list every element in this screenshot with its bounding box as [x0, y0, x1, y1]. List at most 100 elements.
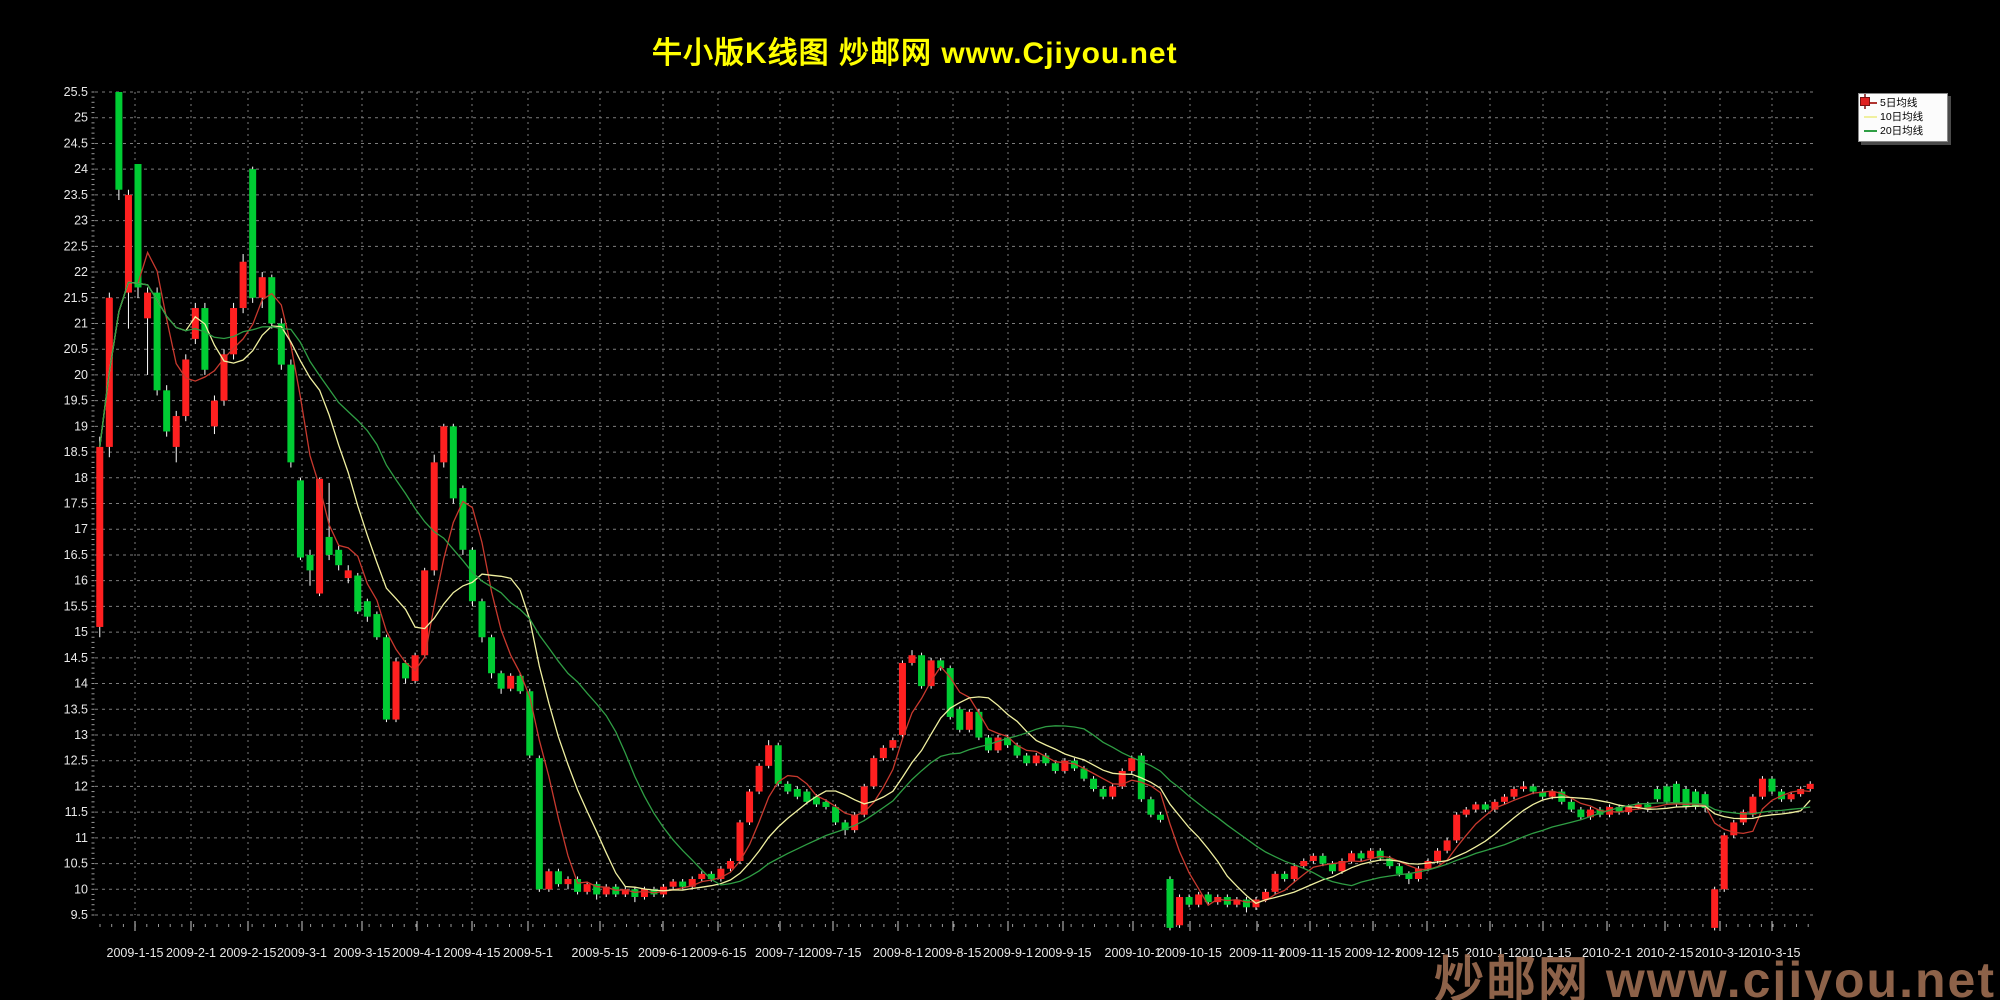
- candle-down: [163, 390, 171, 432]
- candle-down: [1156, 814, 1164, 820]
- candle-up: [1176, 896, 1184, 926]
- candle-down: [1768, 778, 1776, 792]
- candle-down: [1395, 866, 1403, 874]
- candle-down: [707, 873, 715, 879]
- candle-down: [277, 323, 285, 365]
- candle-down: [1405, 873, 1413, 879]
- candle-up: [1520, 786, 1528, 789]
- candle-up: [1787, 794, 1795, 800]
- candle-down: [650, 889, 658, 895]
- candle-up: [669, 881, 677, 887]
- candle-down: [459, 488, 467, 550]
- x-axis-label: 2009-1-15: [107, 946, 164, 960]
- candle-up: [1758, 778, 1766, 797]
- candle-up: [1434, 850, 1442, 861]
- candle-down: [1242, 899, 1250, 908]
- candle-up: [726, 860, 734, 869]
- candle-down: [478, 601, 486, 638]
- candle-down: [1147, 799, 1155, 815]
- candle-up: [564, 878, 572, 885]
- candle-down: [1644, 804, 1652, 810]
- candle-up: [191, 308, 199, 339]
- candle-up: [210, 400, 218, 427]
- candle-down: [468, 549, 476, 602]
- x-axis-label: 2009-7-15: [805, 946, 862, 960]
- legend-item-ma20: 20日均线: [1864, 124, 1944, 138]
- candle-down: [115, 92, 123, 190]
- candle-up: [1711, 889, 1719, 928]
- page-title: 牛小版K线图 炒邮网 www.Cjiyou.net: [652, 37, 1178, 70]
- candle-up: [1118, 770, 1126, 787]
- candle-up: [1109, 786, 1117, 797]
- candle-up: [316, 478, 324, 594]
- candle-up: [1271, 873, 1279, 892]
- candle-down: [1539, 791, 1547, 797]
- candle-up: [1290, 866, 1298, 879]
- ma20-line: [99, 281, 1811, 887]
- candle-up: [1491, 801, 1499, 810]
- candle-down: [631, 889, 639, 897]
- y-axis-label: 15.5: [64, 599, 88, 613]
- candle-down: [822, 801, 830, 807]
- x-axis-label: 2009-9-1: [983, 946, 1033, 960]
- candle-up: [851, 814, 859, 831]
- y-axis-label: 13.5: [64, 702, 88, 716]
- candle-up: [908, 655, 916, 663]
- candle-down: [1529, 786, 1537, 792]
- x-axis-label: 2009-4-1: [392, 946, 442, 960]
- candle-up: [182, 359, 190, 417]
- candle-down: [535, 758, 543, 890]
- candle-down: [1204, 894, 1212, 903]
- y-axis-label: 12: [74, 779, 88, 793]
- candle-down: [363, 601, 371, 617]
- candle-up: [1309, 855, 1317, 861]
- watermark: 炒邮网 www.cjiyou.net: [1434, 952, 1996, 1000]
- candle-up: [1195, 894, 1203, 905]
- x-axis-label: 2009-11-1: [1229, 946, 1285, 960]
- candle-up: [1453, 814, 1461, 841]
- candle-up: [1720, 835, 1728, 890]
- x-axis-label: 2009-6-1: [638, 946, 688, 960]
- candle-up: [1032, 755, 1040, 764]
- candle-down: [1051, 763, 1059, 771]
- x-axis-label: 2009-6-15: [690, 946, 747, 960]
- candle-up: [602, 886, 610, 895]
- candle-up: [440, 426, 448, 463]
- candle-down: [1596, 809, 1604, 815]
- candlestick-icon: [1860, 94, 1870, 109]
- candle-up: [507, 675, 515, 689]
- candle-up: [1233, 899, 1241, 905]
- candle-up: [1739, 812, 1747, 823]
- candle-down: [306, 554, 314, 571]
- legend-item-label: 20日均线: [1880, 125, 1924, 137]
- candle-down: [1653, 788, 1661, 800]
- y-axis-label: 17: [74, 522, 88, 536]
- y-axis-label: 19.5: [64, 394, 88, 408]
- x-axis-label: 2009-8-1: [873, 946, 923, 960]
- ma10-line-swatch: [1864, 116, 1877, 118]
- candle-up: [421, 570, 429, 656]
- candle-down: [449, 426, 457, 499]
- candle-up: [172, 416, 180, 447]
- candle-up: [1300, 860, 1308, 867]
- candle-up: [1262, 891, 1270, 900]
- candle-down: [354, 575, 362, 612]
- x-axis-label: 2009-10-15: [1158, 946, 1222, 960]
- y-axis-label: 22: [74, 265, 88, 279]
- candle-down: [516, 675, 524, 692]
- candle-down: [1701, 794, 1709, 809]
- x-axis-label: 2009-3-1: [277, 946, 327, 960]
- x-axis-label: 2009-8-15: [925, 946, 982, 960]
- candle-down: [1376, 850, 1384, 859]
- candle-down: [296, 480, 304, 558]
- x-axis-label: 2009-3-15: [334, 946, 391, 960]
- candle-down: [153, 292, 161, 391]
- candle-up: [411, 655, 419, 681]
- candle-down: [1682, 788, 1690, 807]
- candle-down: [593, 884, 601, 895]
- y-axis-label: 10: [74, 882, 88, 896]
- candle-down: [1328, 863, 1336, 872]
- candle-up: [765, 745, 773, 766]
- candle-up: [736, 822, 744, 861]
